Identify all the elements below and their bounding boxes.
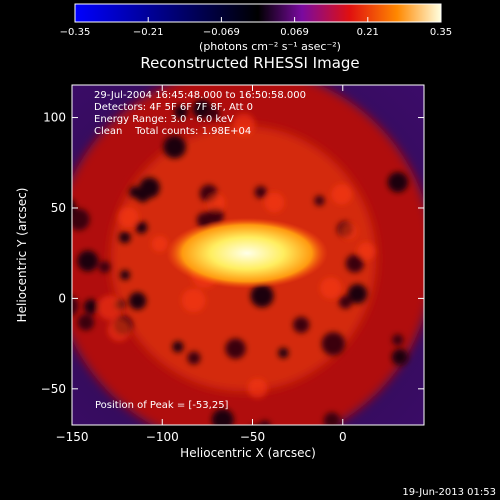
colorbar [74, 3, 442, 23]
bright-patch [117, 206, 139, 228]
y-axis-label: Heliocentric Y (arcsec) [15, 188, 29, 323]
colorbar-ticks: −0.35 −0.21 −0.069 0.069 0.21 0.35 [60, 17, 452, 38]
residual-blob [278, 347, 289, 359]
x-tick-label: 0 [339, 430, 347, 444]
bright-patch [247, 378, 268, 399]
residual-blob [225, 338, 246, 359]
residual-blob [129, 186, 141, 199]
y-tick-label: 0 [58, 291, 66, 305]
colorbar-tick-label: 0.35 [430, 27, 452, 38]
bright-patch [233, 113, 256, 136]
colorbar-tick-label: −0.35 [60, 27, 91, 38]
colorbar-tick-label: 0.21 [357, 27, 379, 38]
y-tick-label: −50 [41, 382, 66, 396]
residual-blob [72, 295, 79, 316]
x-axis-label: Heliocentric X (arcsec) [180, 446, 316, 460]
peak-source [166, 217, 328, 289]
residual-blob [72, 199, 76, 215]
residual-blob [254, 186, 267, 199]
residual-blob [314, 195, 325, 206]
bright-patch [107, 318, 131, 342]
residual-blob [250, 284, 274, 308]
residual-blob [163, 135, 186, 159]
bright-patch [264, 192, 285, 213]
colorbar-unit: (photons cm⁻² s⁻¹ asec⁻²) [199, 40, 341, 53]
x-tick-label: −50 [240, 430, 265, 444]
bright-patch [206, 193, 226, 213]
residual-blob [119, 270, 131, 281]
bright-patch [319, 277, 342, 299]
residual-blob [139, 177, 160, 198]
residual-blob [174, 105, 188, 119]
residual-blob [345, 254, 364, 273]
residual-blob [187, 351, 201, 365]
residual-blob [391, 348, 409, 366]
footer-date: 19-Jun-2013 01:53 [402, 487, 496, 498]
plot-frame [71, 84, 425, 426]
bright-patch [340, 223, 357, 240]
y-tick-label: 100 [43, 111, 66, 125]
residual-blob [77, 314, 94, 331]
residual-blob [293, 316, 310, 334]
annotation-detectors: Detectors: 4F 5F 6F 7F 8F, Att 0 [94, 102, 253, 113]
residual-blob [258, 420, 271, 425]
peak-position-label: Position of Peak = [-53,25] [95, 400, 229, 411]
residual-blob [118, 231, 131, 244]
residual-blob [135, 221, 148, 234]
annotation-time: 29-Jul-2004 16:45:48.000 to 16:50:58.000 [94, 90, 306, 101]
bright-patch [357, 242, 376, 261]
residual-blob [72, 208, 90, 231]
residual-blob [347, 284, 368, 304]
bright-patch [97, 295, 123, 321]
residual-blob [321, 332, 346, 356]
bright-patch [181, 288, 206, 313]
residual-blob [172, 341, 184, 353]
residual-blob [77, 250, 99, 272]
residual-blob [392, 334, 404, 346]
residual-blob [323, 412, 341, 425]
residual-blob [83, 299, 99, 314]
residual-blob [211, 408, 234, 425]
x-tick-label: −100 [146, 430, 179, 444]
x-tick-label: −150 [56, 430, 89, 444]
residual-blob [206, 106, 220, 121]
axis-ticks: −150 −100 −50 0 −50 0 50 100 [41, 85, 424, 444]
colorbar-tick-label: −0.069 [203, 27, 240, 38]
chart-title: Reconstructed RHESSI Image [140, 54, 359, 72]
residual-blob [387, 171, 409, 193]
clean-residual-blobs [72, 99, 409, 425]
y-tick-label: 50 [51, 201, 66, 215]
annotation-clean: Clean Total counts: 1.98E+04 [94, 126, 251, 137]
heatmap-image [72, 85, 424, 425]
annotation-energy: Energy Range: 3.0 - 6.0 keV [94, 114, 234, 125]
bright-patch [151, 235, 168, 253]
residual-blob [128, 292, 147, 310]
bright-patch [331, 183, 353, 205]
residual-blob [98, 261, 111, 273]
colorbar-tick-label: −0.21 [133, 27, 164, 38]
colorbar-tick-label: 0.069 [280, 27, 309, 38]
residual-blob [338, 295, 353, 309]
